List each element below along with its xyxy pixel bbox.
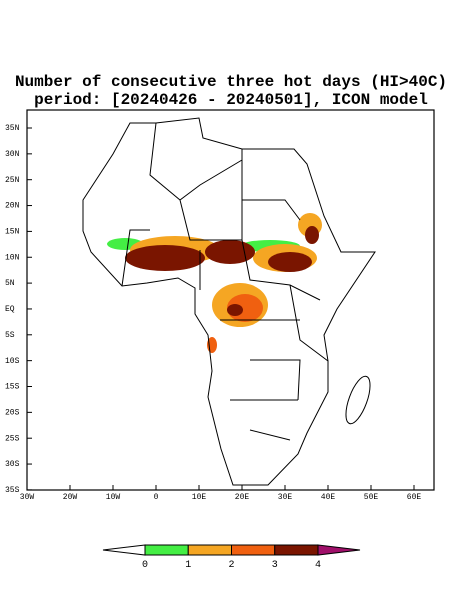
lat-label: 5N	[5, 279, 15, 288]
lat-axis: 35N 30N 25N 20N 15N 10N 5N EQ 5S 10S 15S 20S 25S 30S 3…	[5, 124, 32, 495]
coastline	[82, 117, 376, 486]
lon-label: 0	[154, 493, 159, 502]
lat-label: 5S	[5, 331, 15, 340]
colorbar-label: 4	[315, 560, 321, 571]
colorbar-segment	[274, 544, 319, 556]
lat-label: 10N	[5, 253, 20, 262]
colorbar-label: 3	[272, 560, 278, 571]
lon-label: 10W	[106, 493, 121, 502]
lon-label: 40E	[321, 493, 336, 502]
hot-days-field	[107, 213, 322, 353]
colorbar-label: 0	[142, 560, 148, 571]
colorbar-segment	[187, 544, 232, 556]
lat-label: 10S	[5, 357, 20, 366]
colorbar-triangle	[102, 544, 146, 556]
lat-label: 35N	[5, 124, 20, 133]
lon-axis: 30W 20W 10W 0 10E 20E 30E 40E 50E 60E	[20, 485, 422, 502]
colorbar-label: 1	[185, 560, 191, 571]
title-line: Number of consecutive three hot days (HI…	[15, 73, 447, 91]
titles: Number of consecutive three hot days (HI…	[15, 73, 447, 109]
lat-label: 30S	[5, 460, 20, 469]
lon-label: 30E	[278, 493, 293, 502]
lat-label: 30N	[5, 150, 20, 159]
lat-label: 25S	[5, 434, 20, 443]
lat-label: 15S	[5, 383, 20, 392]
lon-label: 20E	[235, 493, 250, 502]
colorbar-segment	[144, 544, 189, 556]
lon-label: 30W	[20, 493, 35, 502]
lat-label: 20S	[5, 408, 20, 417]
lat-label: 20N	[5, 202, 20, 211]
colorbar-triangle	[317, 544, 361, 556]
lat-label: 35S	[5, 486, 20, 495]
lon-label: 60E	[407, 493, 422, 502]
title-line: period: [20240426 - 20240501], ICON mode…	[34, 91, 428, 109]
lat-label: 25N	[5, 176, 20, 185]
colorbar-segment	[231, 544, 276, 556]
lon-label: 10E	[192, 493, 207, 502]
colorbar-label: 2	[228, 560, 234, 571]
lon-label: 50E	[364, 493, 379, 502]
lat-label: 15N	[5, 228, 20, 237]
lat-label: EQ	[5, 305, 15, 314]
colorbar: 0 1 2 3 4	[102, 544, 361, 571]
lon-label: 20W	[63, 493, 78, 502]
